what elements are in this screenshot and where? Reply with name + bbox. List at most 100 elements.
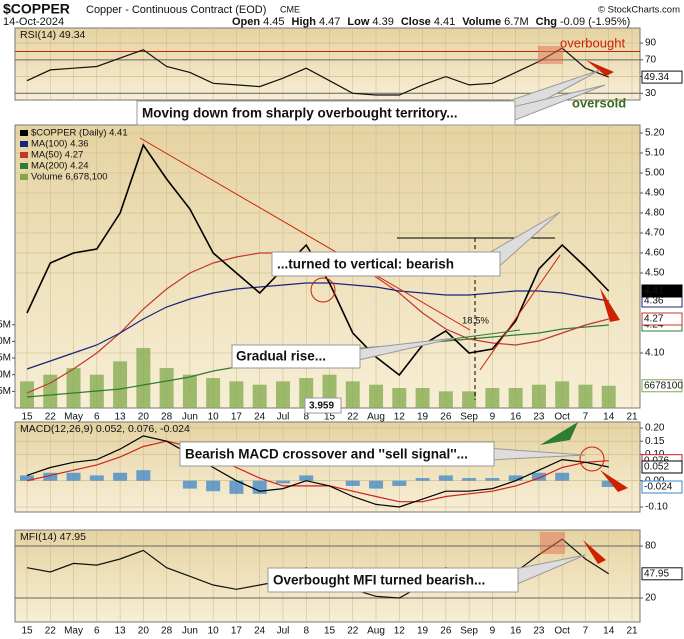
legend-swatch	[20, 152, 28, 158]
bar	[601, 480, 616, 487]
x-tick-label: May	[64, 626, 83, 637]
x-tick-label: 17	[231, 626, 243, 637]
x-tick-label: Jul	[277, 626, 290, 637]
bar	[136, 348, 151, 408]
bar	[485, 478, 500, 481]
x-tick-label: 22	[45, 412, 57, 423]
legend-swatch	[20, 163, 28, 169]
y-tick-label: 0.15	[645, 436, 665, 447]
bar	[578, 384, 593, 408]
x-tick-label: 21	[626, 412, 638, 423]
value-tag: 49.34	[644, 72, 669, 83]
y-tick-label: 4.10	[645, 348, 665, 359]
bar	[369, 384, 384, 408]
bar	[531, 472, 546, 481]
bar	[66, 472, 81, 481]
value-tag-box	[641, 567, 683, 581]
bar	[113, 472, 128, 481]
legend-label: MA(50) 4.27	[31, 150, 83, 161]
legend-label: MA(200) 4.24	[31, 161, 89, 172]
bar	[113, 361, 128, 408]
x-tick-label: 23	[533, 412, 545, 423]
bar	[182, 374, 197, 408]
value-tag-box	[641, 379, 683, 393]
quote-label: Open	[232, 16, 260, 28]
bar	[555, 472, 570, 481]
highlight-circle	[579, 446, 605, 472]
bar	[182, 480, 197, 489]
x-tick-label: 16	[510, 626, 522, 637]
series-line	[26, 47, 609, 96]
y-tick-label: 4.90	[645, 188, 665, 199]
x-tick-label: 14	[603, 626, 615, 637]
bar	[415, 388, 430, 408]
highlight-circle	[310, 277, 336, 303]
value-tag: 4.41	[644, 286, 664, 297]
uptrend-line	[479, 254, 561, 371]
x-tick-label: 15	[21, 412, 33, 423]
y-tick-label: 70	[645, 54, 657, 65]
bar	[43, 472, 58, 481]
y2-tick-label: 15M	[0, 353, 11, 364]
highlight-box	[538, 46, 563, 64]
x-tick-label: Aug	[367, 626, 385, 637]
value-tag: 4.36	[644, 296, 664, 307]
x-tick-label: 8	[303, 412, 309, 423]
y-tick-label: 4.60	[645, 248, 665, 259]
y-tick-label: 90	[645, 38, 657, 49]
y-tick-label: 5.10	[645, 148, 665, 159]
value-tag: -0.024	[644, 482, 673, 493]
x-tick-label: 22	[45, 626, 57, 637]
value-tag: 6678100	[644, 380, 683, 391]
bar	[438, 391, 453, 408]
value-tag: 47.95	[644, 568, 669, 579]
x-tick-label: 28	[161, 626, 173, 637]
bar	[531, 384, 546, 408]
bar	[369, 480, 384, 489]
bar	[299, 475, 314, 481]
arrow	[540, 422, 578, 445]
quote-label: Chg	[536, 16, 557, 28]
value-tag-box	[641, 312, 683, 326]
bar	[601, 385, 616, 408]
series-line	[26, 282, 609, 370]
bar	[438, 475, 453, 481]
value-tag-box	[641, 284, 683, 298]
legend-swatch	[20, 174, 28, 180]
y2-tick-label: 10M	[0, 369, 11, 380]
x-tick-label: 23	[533, 626, 545, 637]
bar	[252, 384, 267, 408]
x-tick-label: 20	[138, 626, 150, 637]
overbought-label: overbought	[560, 35, 625, 50]
date: 14-Oct-2024	[3, 16, 64, 28]
x-tick-label: 19	[417, 626, 429, 637]
x-tick-label: Jun	[182, 412, 198, 423]
quote-label: Low	[347, 16, 369, 28]
y2-tick-label: 20M	[0, 336, 11, 347]
legend-label: $COPPER (Daily) 4.41	[31, 128, 128, 139]
x-tick-label: 7	[583, 626, 589, 637]
bar	[20, 381, 34, 408]
quote-label: High	[292, 16, 317, 28]
series-line	[26, 435, 609, 508]
callout-text: Gradual rise...	[236, 349, 326, 364]
callout-text: ...turned to vertical: bearish	[277, 257, 454, 272]
value-tag-box	[641, 70, 683, 84]
x-tick-label: Oct	[554, 626, 570, 637]
value-tag-box	[641, 460, 683, 474]
x-tick-label: Jun	[182, 626, 198, 637]
y2-tick-label: 5M	[0, 386, 11, 397]
legend-swatch	[20, 141, 28, 147]
macd-panel	[14, 421, 641, 513]
quote: Open 4.45 High 4.47 Low 4.39 Close 4.41 Volume 6.…	[232, 16, 630, 28]
bar	[555, 381, 570, 408]
x-tick-label: Sep	[460, 412, 478, 423]
x-tick-label: 9	[490, 626, 496, 637]
downtrend-line	[139, 137, 471, 331]
x-tick-label: 14	[603, 412, 615, 423]
x-tick-label: May	[64, 412, 83, 423]
x-tick-label: 13	[115, 626, 127, 637]
series-line	[26, 440, 609, 503]
